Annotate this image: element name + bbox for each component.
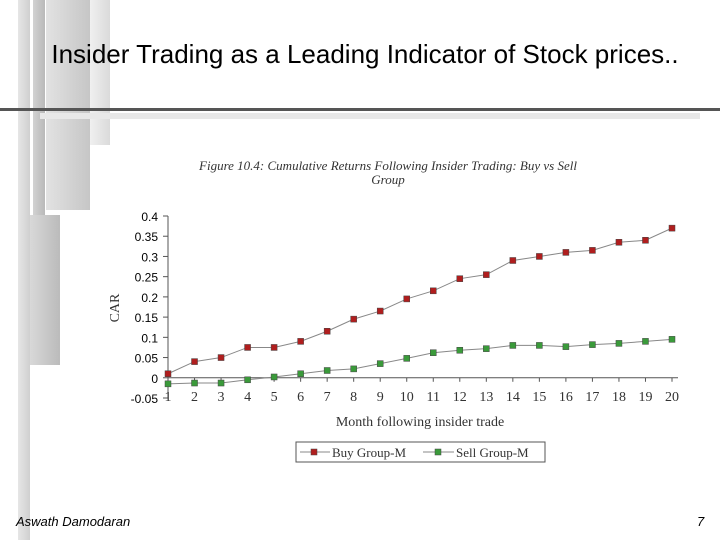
sell-point [615, 340, 623, 347]
sell-point [509, 342, 517, 349]
buy-point [589, 247, 596, 254]
buy-point [642, 237, 649, 244]
buy-point [536, 253, 543, 260]
buy-point [403, 295, 410, 303]
x-tick-label: 17 [585, 390, 599, 405]
buy-point [456, 275, 464, 282]
buy-point [217, 354, 225, 361]
sell-point [562, 343, 570, 350]
sell-point [483, 345, 490, 352]
series [164, 224, 676, 388]
x-tick-label: 10 [400, 390, 414, 405]
buy-point [350, 315, 357, 323]
legend-box [295, 441, 546, 463]
buy-point [297, 338, 304, 345]
x-tick-label: 5 [271, 390, 278, 405]
x-tick-label: 8 [350, 390, 357, 405]
y-tick-label: 0.25 [135, 271, 159, 285]
x-tick-label: 18 [612, 390, 626, 405]
footer-author: Aswath Damodaran [16, 514, 131, 529]
legend-buy-label: Buy Group-M [332, 445, 406, 460]
x-tick-label: 2 [191, 390, 198, 405]
page-number: 7 [697, 514, 705, 529]
sell-point [270, 373, 278, 381]
sell-point [191, 379, 198, 387]
x-tick-label: 15 [532, 390, 546, 405]
sell-point [376, 360, 384, 367]
y-axis: 0.4 0.35 0.3 0.25 0.2 0.15 0.1 0.05 0 -0.05 [131, 210, 169, 406]
buy-point [430, 287, 437, 295]
y-tick-label: 0.35 [135, 230, 159, 244]
x-tick-label: 19 [638, 390, 652, 405]
x-tick-label: 1 [165, 390, 172, 405]
legend-sell-marker [434, 448, 442, 456]
buy-point [483, 271, 490, 278]
y-tick-label: 0.05 [135, 352, 159, 366]
y-tick-label: 0.3 [141, 250, 158, 264]
decor-bar-6 [40, 113, 700, 119]
sell-point [244, 376, 251, 384]
decor-bar-1 [18, 0, 30, 540]
buy-point [668, 224, 676, 232]
buy-point [615, 239, 623, 246]
x-tick-label: 3 [218, 390, 225, 405]
buy-point [270, 344, 278, 351]
buy-point [244, 344, 251, 351]
sell-point [589, 341, 596, 348]
chart-title-line-1: Figure 10.4: Cumulative Returns Followin… [198, 158, 577, 173]
y-tick-label: 0 [151, 372, 158, 386]
sell-point [164, 380, 172, 388]
sell-point [668, 336, 676, 343]
sell-point [642, 338, 649, 345]
slide-title: Insider Trading as a Leading Indicator o… [51, 39, 679, 69]
buy-point [376, 307, 384, 315]
x-tick-label: 9 [377, 390, 384, 405]
chart-title-line-2: Group [371, 172, 405, 187]
decor-bar-2 [33, 0, 45, 260]
x-tick-label: 20 [665, 390, 679, 405]
buy-point [164, 370, 172, 377]
y-tick-label: 0.2 [141, 291, 158, 305]
sell-point [323, 367, 331, 374]
buy-point [323, 328, 331, 335]
decor-bar-3 [46, 0, 90, 210]
buy-point [509, 257, 517, 264]
buy-series-line [167, 227, 673, 375]
x-tick-label: 13 [479, 390, 493, 405]
legend-sell-label: Sell Group-M [456, 445, 529, 460]
sell-point [536, 342, 543, 349]
sell-point [456, 347, 464, 354]
sell-point [350, 365, 357, 373]
x-tick-label: 12 [453, 390, 467, 405]
x-tick-label: 6 [297, 390, 304, 405]
title-rule [0, 108, 720, 111]
x-axis: 1 2 3 4 5 6 7 8 9 10 11 12 13 14 15 16 17 18 19 20 [165, 377, 679, 405]
x-tick-label: 4 [244, 390, 251, 405]
sell-point [403, 355, 410, 362]
sell-point [430, 349, 437, 356]
legend: Buy Group-M Sell Group-M [295, 441, 546, 463]
x-tick-label: 14 [506, 390, 520, 405]
buy-point [562, 249, 570, 256]
y-tick-label: 0.4 [141, 210, 158, 224]
y-tick-label: 0.15 [135, 311, 159, 325]
x-tick-label: 16 [559, 390, 573, 405]
decor-bar-5 [30, 215, 60, 365]
sell-point [297, 370, 304, 377]
y-tick-label: 0.1 [141, 331, 158, 345]
sell-series-line [167, 338, 673, 385]
x-axis-label: Month following insider trade [336, 415, 504, 430]
legend-buy-marker [310, 448, 318, 456]
y-axis-label: CAR [108, 293, 123, 322]
x-tick-label: 11 [427, 390, 440, 405]
y-tick-label: -0.05 [131, 392, 159, 406]
buy-point [191, 358, 198, 365]
x-tick-label: 7 [324, 390, 331, 405]
sell-point [217, 379, 225, 387]
